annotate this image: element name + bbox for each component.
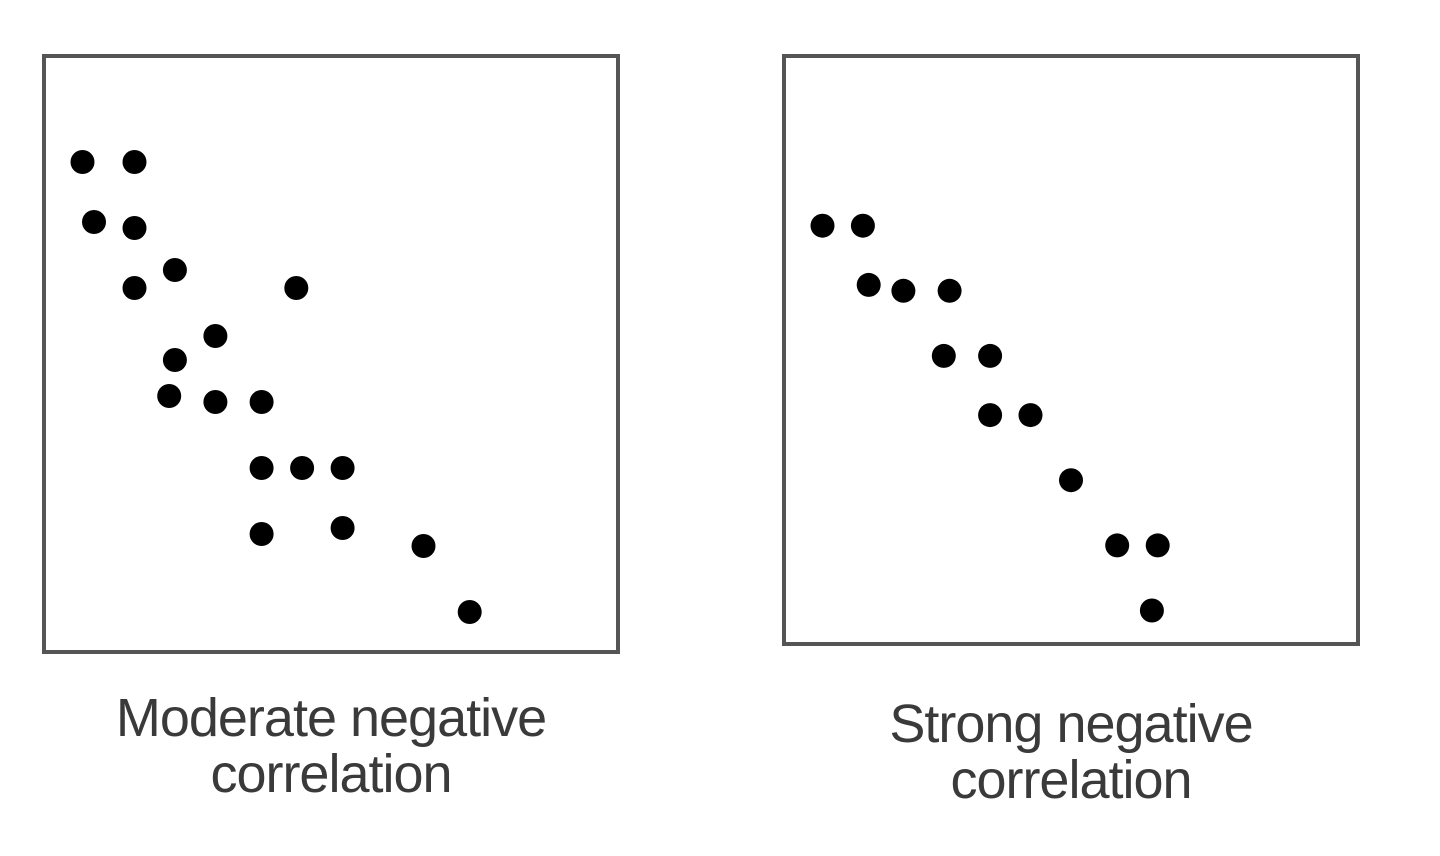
- moderate-point-6: [162, 258, 187, 282]
- strong-point-3: [856, 272, 881, 297]
- moderate-point-8: [203, 324, 228, 348]
- strong-caption-line-1: Strong negative: [889, 694, 1253, 754]
- moderate-point-14: [290, 456, 315, 480]
- strong-points-group: [810, 213, 1170, 623]
- strong-point-8: [978, 403, 1003, 428]
- strong-plot-frame: [782, 54, 1360, 646]
- moderate-points-group: [70, 150, 482, 624]
- moderate-point-3: [82, 210, 106, 234]
- moderate-caption: Moderate negative correlation: [42, 690, 620, 802]
- moderate-point-7: [284, 276, 309, 300]
- moderate-point-18: [411, 534, 436, 558]
- moderate-point-11: [203, 390, 228, 414]
- strong-point-1: [810, 213, 835, 238]
- moderate-point-1: [70, 150, 95, 174]
- moderate-point-2: [122, 150, 147, 174]
- moderate-point-5: [122, 276, 147, 300]
- strong-point-11: [1105, 533, 1130, 558]
- strong-caption: Strong negative correlation: [782, 696, 1360, 808]
- moderate-point-17: [330, 516, 355, 540]
- moderate-caption-line-2: correlation: [210, 744, 452, 804]
- moderate-caption-line-1: Moderate negative: [115, 688, 547, 748]
- strong-point-9: [1018, 403, 1043, 428]
- strong-point-13: [1139, 598, 1164, 623]
- strong-point-10: [1059, 468, 1083, 493]
- moderate-point-19: [457, 600, 482, 624]
- moderate-point-12: [249, 390, 274, 414]
- moderate-plot-frame: [42, 54, 620, 654]
- moderate-point-15: [330, 456, 355, 480]
- strong-point-4: [891, 278, 916, 303]
- strong-point-5: [937, 278, 962, 303]
- strong-negative-plot: [782, 54, 1360, 646]
- strong-point-2: [850, 213, 875, 238]
- strong-point-6: [931, 343, 956, 368]
- moderate-negative-plot: [42, 54, 620, 654]
- moderate-point-10: [157, 384, 182, 408]
- moderate-point-16: [249, 522, 274, 546]
- strong-point-7: [978, 343, 1003, 368]
- moderate-point-13: [249, 456, 274, 480]
- strong-caption-line-2: correlation: [950, 750, 1192, 810]
- moderate-point-4: [122, 216, 147, 240]
- moderate-point-9: [162, 348, 187, 372]
- strong-point-12: [1145, 533, 1170, 558]
